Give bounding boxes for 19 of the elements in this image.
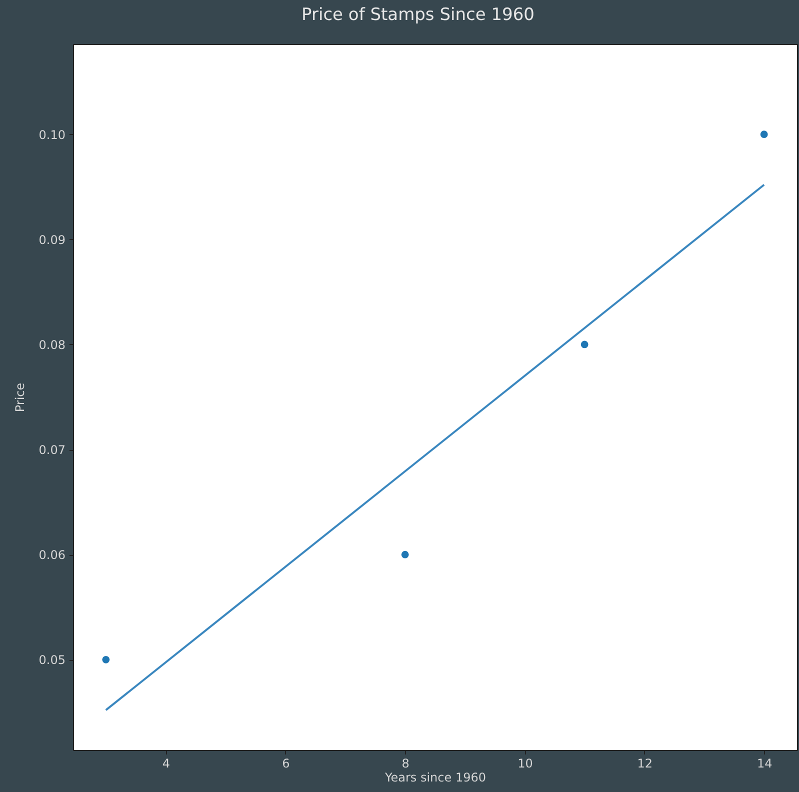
x-tick-label: 10 <box>518 756 533 770</box>
y-tick-label: 0.09 <box>38 232 66 247</box>
y-tick-label: 0.05 <box>38 653 66 668</box>
point <box>401 550 409 558</box>
chart-title: Price of Stamps Since 1960 <box>302 5 534 25</box>
x-tick-label: 14 <box>756 756 772 770</box>
point <box>102 656 110 664</box>
x-tick-label: 8 <box>402 756 410 770</box>
y-tick-label: 0.06 <box>38 548 66 562</box>
x-tick-label: 6 <box>282 756 290 770</box>
y-tick-label: 0.10 <box>38 128 66 142</box>
y-axis-title: Price <box>12 382 27 412</box>
y-tick-label: 0.07 <box>38 443 66 458</box>
point <box>580 340 588 348</box>
x-axis-title: Years since 1960 <box>384 770 486 784</box>
x-tick-label: 12 <box>637 756 653 770</box>
x-tick-label: 4 <box>162 756 170 770</box>
point <box>760 130 768 138</box>
y-tick-label: 0.08 <box>38 338 66 352</box>
